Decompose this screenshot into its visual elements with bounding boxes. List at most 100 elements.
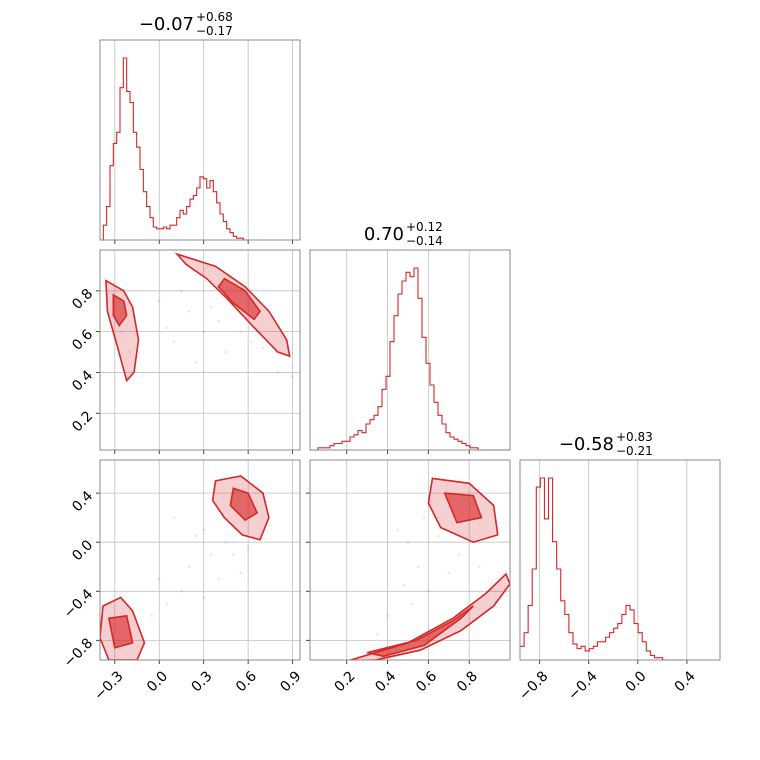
histogram-step-line (310, 267, 510, 451)
x-tick-label: 0.6 (413, 668, 440, 695)
sample-point (239, 330, 243, 334)
marginal-title-0: −0.07 +0.68−0.17 (139, 10, 233, 38)
sample-point (202, 528, 206, 532)
x-tick-label: 0.4 (672, 668, 699, 695)
x-tick-label: 0.3 (189, 668, 216, 695)
panel-frame (99, 459, 301, 661)
contour-inner-level (443, 492, 483, 524)
sample-point (217, 320, 220, 323)
x-tick-label: 0.0 (623, 668, 650, 695)
x-tick-label: 0.4 (372, 668, 399, 695)
sample-point (437, 534, 440, 538)
sample-point (187, 309, 191, 313)
x-tick-label: 0.0 (144, 668, 171, 695)
sample-point (209, 305, 213, 309)
sample-point (202, 330, 206, 334)
corner-panels: −0.3 0.0 0.3 0.6 0.9 0.2 0.4 0.6 0.8 −0.8 −0.4 0.0 0… (61, 39, 721, 704)
panel-frame (99, 249, 301, 451)
panel-frame (519, 459, 721, 661)
y-tick-label: 0.4 (69, 488, 96, 515)
contour-outer-level (174, 252, 291, 358)
sample-point (172, 340, 176, 344)
sample-point (261, 346, 265, 350)
sample-point (396, 528, 400, 532)
y-tick-label: −0.8 (61, 635, 96, 670)
sample-point (128, 350, 132, 354)
x-tick-label: 0.2 (332, 668, 359, 695)
sample-point (386, 614, 389, 618)
contour-layer (105, 252, 294, 383)
title-minus-error: −0.14 (406, 234, 443, 248)
x-tick-label: −0.4 (565, 668, 600, 703)
sample-point (249, 340, 253, 344)
title-value: −0.07 (139, 14, 194, 35)
sample-point (165, 602, 169, 605)
histogram-step-line (520, 477, 683, 661)
sample-point (172, 516, 176, 520)
contour-inner-level (112, 293, 128, 327)
sample-point (157, 299, 161, 303)
sample-point (150, 614, 154, 618)
title-value: 0.70 (364, 224, 404, 245)
sample-point (447, 571, 451, 575)
marginal-title-2: −0.58 +0.83−0.21 (559, 430, 653, 458)
sample-point (187, 565, 191, 569)
histogram-param-2 (519, 459, 721, 664)
histogram-param-1 (309, 249, 511, 454)
title-plus-error: +0.12 (406, 220, 443, 234)
sample-point (457, 553, 461, 556)
panel-frame (309, 459, 511, 661)
x-tick-label: 0.9 (277, 668, 304, 695)
histogram-param-0 (99, 39, 301, 244)
sample-point (477, 565, 481, 569)
sample-point (217, 577, 220, 581)
sample-point (157, 577, 161, 581)
sample-point (276, 371, 280, 374)
histogram-step-line (100, 57, 247, 241)
sample-point (202, 596, 206, 599)
y-tick-label: 0.4 (69, 367, 96, 394)
title-minus-error: −0.17 (196, 24, 233, 38)
sample-point (209, 553, 213, 556)
title-plus-error: +0.83 (616, 430, 653, 444)
contour-panel-2-1 (306, 459, 511, 664)
sample-point (422, 516, 426, 520)
sample-point (180, 589, 183, 593)
title-plus-error: +0.68 (196, 10, 233, 24)
contour-layer (348, 477, 510, 660)
sample-point (194, 534, 198, 538)
sample-point (410, 602, 414, 605)
sample-point (291, 375, 294, 378)
sample-point (194, 360, 198, 364)
sample-point (426, 589, 430, 593)
sample-point (180, 289, 183, 293)
x-tick-label: −0.3 (91, 668, 126, 703)
contour-inner-level (217, 277, 261, 321)
x-tick-label: 0.6 (233, 668, 260, 695)
y-tick-label: 0.2 (69, 408, 96, 435)
contour-panel-2-0 (96, 459, 301, 664)
sample-point (165, 326, 169, 329)
sample-point (239, 571, 243, 575)
sample-point (224, 350, 228, 354)
marginal-titles: −0.07 +0.68−0.170.70 +0.12−0.14−0.58 +0.83−… (139, 10, 653, 458)
contour-outer-level (105, 279, 140, 383)
y-tick-label: 0.8 (69, 286, 96, 313)
y-tick-label: 0.6 (69, 327, 96, 354)
contour-layer (100, 475, 270, 660)
panel-frame (99, 39, 301, 241)
y-tick-label: −0.4 (61, 586, 96, 621)
sample-point (375, 632, 379, 636)
x-tick-label: 0.8 (454, 668, 481, 695)
contour-outer-level (348, 572, 510, 660)
x-tick-label: −0.8 (516, 668, 551, 703)
contour-inner-level (366, 605, 474, 658)
title-value: −0.58 (559, 434, 614, 455)
sample-point (406, 540, 410, 544)
contour-inner-level (107, 614, 134, 649)
sample-point (246, 546, 250, 550)
panel-frame (309, 249, 511, 451)
contour-inner-level (229, 487, 259, 522)
sample-point (120, 330, 124, 334)
